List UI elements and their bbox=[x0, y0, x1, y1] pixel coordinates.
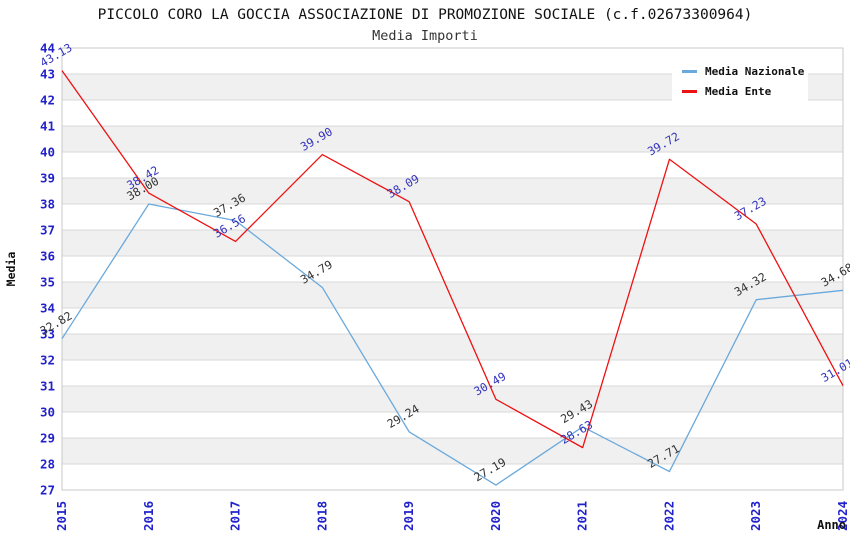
svg-text:2018: 2018 bbox=[314, 501, 329, 531]
svg-text:Media: Media bbox=[4, 252, 18, 287]
media-nazionale-line-swatch-icon bbox=[682, 69, 697, 73]
svg-text:42: 42 bbox=[40, 93, 55, 108]
chart-subtitle: Media Importi bbox=[372, 28, 478, 44]
svg-text:28: 28 bbox=[40, 457, 55, 472]
chart-title: PICCOLO CORO LA GOCCIA ASSOCIAZIONE DI P… bbox=[97, 7, 753, 23]
svg-text:39: 39 bbox=[40, 171, 55, 186]
legend-item-media-ente: Media Ente bbox=[682, 81, 808, 101]
svg-text:29: 29 bbox=[40, 431, 55, 446]
legend-label-media-ente: Media Ente bbox=[705, 84, 772, 98]
svg-text:2022: 2022 bbox=[661, 501, 676, 531]
svg-text:37: 37 bbox=[40, 223, 55, 238]
legend: Media Nazionale Media Ente bbox=[672, 52, 808, 105]
svg-text:2019: 2019 bbox=[401, 501, 416, 531]
svg-text:43: 43 bbox=[40, 67, 55, 82]
svg-text:44: 44 bbox=[40, 41, 55, 56]
svg-text:2016: 2016 bbox=[141, 501, 156, 531]
svg-text:2020: 2020 bbox=[488, 501, 503, 531]
svg-text:34: 34 bbox=[40, 301, 55, 316]
svg-text:31: 31 bbox=[40, 379, 55, 394]
svg-text:36: 36 bbox=[40, 249, 55, 264]
svg-text:2023: 2023 bbox=[748, 501, 763, 531]
svg-text:40: 40 bbox=[40, 145, 55, 160]
svg-text:32: 32 bbox=[40, 353, 55, 368]
svg-text:38: 38 bbox=[40, 197, 55, 212]
svg-text:41: 41 bbox=[40, 119, 55, 134]
legend-label-media-nazionale: Media Nazionale bbox=[705, 64, 805, 78]
media-ente-line-swatch-icon bbox=[682, 89, 697, 93]
svg-text:Anno: Anno bbox=[817, 518, 846, 532]
svg-text:27: 27 bbox=[40, 483, 55, 498]
svg-text:2024: 2024 bbox=[835, 501, 850, 531]
svg-text:33: 33 bbox=[40, 327, 55, 342]
svg-text:35: 35 bbox=[40, 275, 55, 290]
svg-text:2017: 2017 bbox=[228, 501, 243, 531]
legend-item-media-nazionale: Media Nazionale bbox=[682, 61, 808, 81]
svg-text:30: 30 bbox=[40, 405, 55, 420]
svg-text:2021: 2021 bbox=[575, 501, 590, 531]
svg-text:2015: 2015 bbox=[54, 501, 69, 531]
